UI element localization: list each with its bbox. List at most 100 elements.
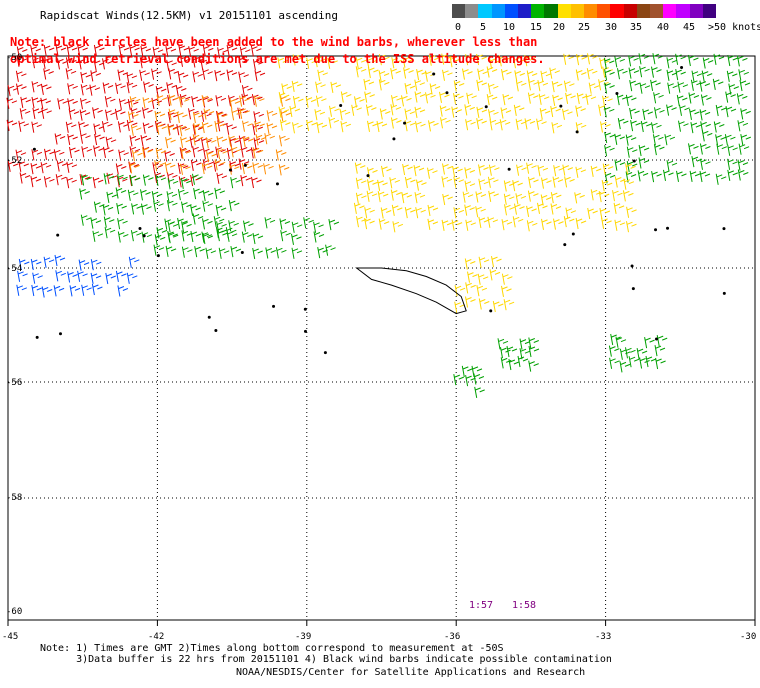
- contamination-dot: [445, 91, 449, 95]
- wind-barb: [575, 217, 587, 230]
- wind-barb: [192, 134, 204, 146]
- wind-barb: [727, 144, 738, 156]
- wind-barb: [727, 158, 738, 170]
- wind-barb: [604, 131, 615, 144]
- contamination-dot: [339, 104, 343, 108]
- wind-barb: [622, 190, 634, 202]
- map-frame: [7, 55, 756, 621]
- wind-barb: [688, 92, 700, 104]
- wind-barb: [153, 244, 165, 256]
- wind-barb: [514, 203, 525, 215]
- wind-barb: [553, 165, 564, 177]
- wind-barb: [314, 109, 326, 121]
- contamination-dot: [615, 91, 619, 95]
- wind-barb: [238, 56, 249, 68]
- wind-barb: [180, 177, 192, 189]
- colorbar-swatch: [518, 4, 532, 18]
- wind-barb: [499, 119, 511, 131]
- wind-barb: [200, 59, 211, 71]
- wind-barb: [740, 108, 751, 120]
- colorbar-label: 25: [578, 22, 591, 33]
- wind-barb: [57, 98, 68, 110]
- wind-barb: [252, 147, 264, 159]
- wind-barb: [439, 91, 450, 103]
- wind-barb: [215, 95, 227, 107]
- wind-barb: [666, 57, 678, 69]
- wind-barb: [130, 124, 142, 136]
- wind-barb: [667, 82, 678, 94]
- wind-barb: [177, 217, 188, 230]
- wind-barb: [226, 230, 238, 242]
- wind-barb: [154, 110, 166, 123]
- wind-barb: [639, 66, 650, 78]
- contamination-dot: [507, 167, 511, 171]
- wind-barb: [292, 96, 304, 108]
- wind-barb: [629, 107, 640, 120]
- time-label-2: 1:58: [512, 600, 537, 611]
- wind-barb: [638, 53, 650, 65]
- wind-barb: [327, 57, 338, 69]
- wind-barb: [315, 95, 327, 107]
- wind-barb: [329, 105, 340, 117]
- wind-barb: [201, 162, 213, 175]
- wind-barb: [602, 66, 613, 78]
- wind-barb: [205, 247, 217, 259]
- wind-barb: [528, 79, 539, 91]
- barb-region-green-upper-right: [603, 53, 751, 185]
- wind-barb: [279, 119, 291, 131]
- wind-barb: [192, 146, 203, 158]
- wind-barb: [475, 206, 486, 218]
- wind-barb: [317, 69, 328, 81]
- wind-barb: [603, 106, 615, 118]
- wind-barb: [289, 105, 301, 118]
- wind-barb: [363, 78, 375, 91]
- wind-barb: [414, 192, 426, 204]
- wind-barb: [514, 70, 525, 82]
- colorbar-label: 10: [503, 22, 516, 33]
- wind-barb: [216, 221, 227, 233]
- wind-barb: [500, 357, 512, 369]
- wind-barb: [30, 258, 42, 271]
- wind-barb: [106, 172, 118, 184]
- wind-barb: [313, 231, 325, 243]
- wind-barb: [164, 150, 175, 162]
- wind-barb: [354, 96, 365, 108]
- wind-barb: [328, 219, 340, 231]
- wind-barb: [205, 137, 217, 149]
- contamination-dot: [156, 254, 160, 258]
- wind-barb: [151, 68, 162, 80]
- wind-barb: [89, 84, 101, 96]
- wind-barb: [590, 189, 602, 201]
- wind-barb: [637, 170, 649, 182]
- wind-barb: [40, 83, 52, 95]
- wind-barb: [552, 94, 563, 106]
- wind-barb: [498, 55, 510, 67]
- wind-barb: [154, 234, 166, 246]
- wind-barb: [54, 254, 66, 267]
- colorbar-swatch: [702, 4, 717, 18]
- wind-barb: [404, 108, 416, 120]
- wind-barb: [65, 57, 77, 69]
- wind-barb: [266, 122, 278, 134]
- wind-barb: [478, 256, 490, 268]
- wind-barb: [379, 108, 391, 120]
- wind-barb: [103, 216, 115, 228]
- wind-barb: [404, 83, 416, 95]
- wind-barb: [115, 82, 126, 94]
- wind-barb: [608, 345, 620, 357]
- wind-barb: [130, 230, 142, 242]
- wind-barb: [105, 272, 116, 285]
- wind-barb: [77, 44, 88, 57]
- wind-barb: [68, 108, 80, 120]
- contamination-dot: [32, 147, 36, 151]
- wind-barb: [616, 94, 628, 106]
- wind-barb: [501, 69, 512, 81]
- barb-region-yellow-upper: [277, 53, 613, 134]
- wind-barb: [165, 137, 176, 149]
- contamination-dot: [484, 105, 488, 109]
- wind-barb: [727, 54, 738, 67]
- wind-barb: [587, 53, 598, 65]
- wind-barb: [519, 338, 531, 350]
- wind-barb: [142, 122, 154, 134]
- wind-barb: [118, 44, 130, 57]
